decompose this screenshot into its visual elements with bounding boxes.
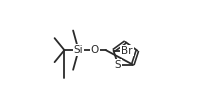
Text: O: O bbox=[91, 45, 99, 55]
Text: S: S bbox=[115, 60, 121, 70]
Text: Br: Br bbox=[121, 46, 133, 56]
Text: Si: Si bbox=[74, 45, 83, 55]
